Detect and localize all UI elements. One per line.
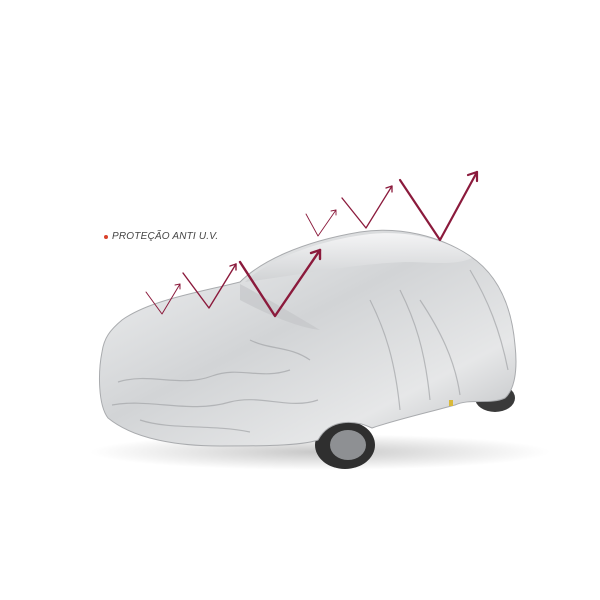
uv-reflection-arrow-icon xyxy=(398,170,479,242)
uv-protection-text: PROTEÇÃO ANTI U.V. xyxy=(112,231,219,242)
uv-protection-label: PROTEÇÃO ANTI U.V. xyxy=(104,231,218,242)
uv-reflection-arrow-icon xyxy=(341,185,393,229)
uv-reflection-arrow-icon xyxy=(182,263,237,309)
cover-wrinkles xyxy=(111,269,509,433)
dot-icon xyxy=(104,234,108,239)
cover-tag xyxy=(449,400,453,406)
uv-arrows xyxy=(145,170,479,318)
uv-reflection-arrow-icon xyxy=(305,209,337,237)
front-rim xyxy=(330,430,366,460)
uv-reflection-arrow-icon xyxy=(145,283,181,315)
car-cover-body xyxy=(99,229,517,447)
car-cover-roof xyxy=(245,233,472,282)
uv-reflection-arrow-icon xyxy=(238,248,322,318)
